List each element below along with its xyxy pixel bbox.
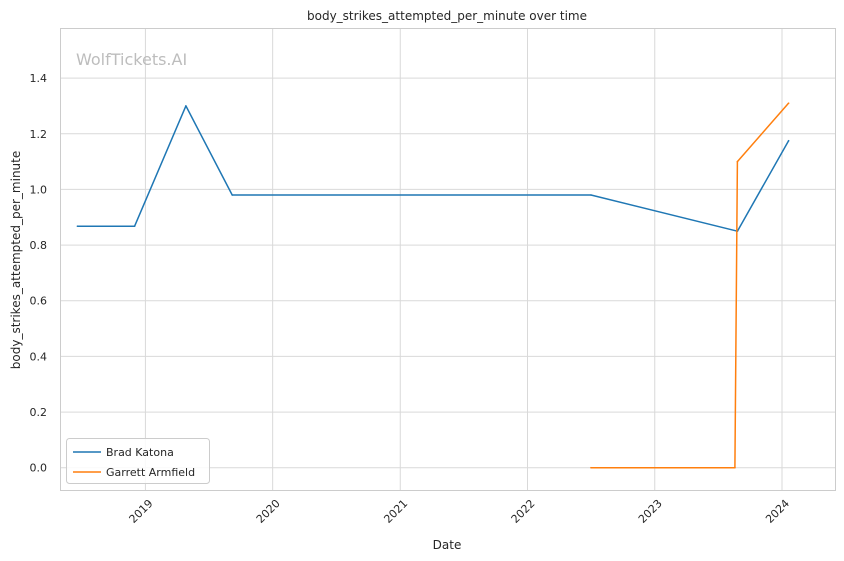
data-point-garrett-armfield — [787, 102, 790, 104]
grid — [60, 28, 835, 490]
series-layer — [76, 102, 790, 469]
y-axis-label: body_strikes_attempted_per_minute — [9, 151, 23, 369]
y-tick-label: 1.2 — [30, 128, 48, 141]
x-tick-label: 2021 — [381, 497, 410, 526]
legend-label-brad-katona: Brad Katona — [106, 446, 174, 459]
data-point-brad-katona — [185, 105, 187, 107]
y-tick-label: 0.4 — [30, 350, 48, 363]
data-point-brad-katona — [231, 194, 234, 196]
x-tick-label: 2024 — [763, 497, 792, 526]
legend-label-garrett-armfield: Garrett Armfield — [106, 466, 195, 479]
plot-frame — [60, 28, 836, 491]
series-line-garrett-armfield — [591, 102, 790, 469]
x-tick-label: 2020 — [254, 497, 283, 526]
watermark: WolfTickets.AI — [76, 50, 187, 69]
data-point-brad-katona — [76, 225, 79, 227]
legend: Brad Katona Garrett Armfield — [66, 438, 210, 484]
y-tick-label: 1.0 — [30, 183, 48, 196]
data-point-garrett-armfield — [736, 160, 739, 163]
data-point-brad-katona — [133, 225, 136, 227]
legend-box — [66, 438, 210, 484]
chart-title: body_strikes_attempted_per_minute over t… — [307, 9, 587, 23]
x-axis-label: Date — [433, 538, 462, 552]
x-tick-label: 2023 — [636, 497, 665, 526]
x-tick-label: 2022 — [509, 497, 538, 526]
data-point-brad-katona — [787, 139, 790, 142]
x-axis-ticks: 2019 2020 2021 2022 2023 2024 — [127, 497, 793, 526]
data-point-garrett-armfield — [734, 466, 736, 469]
y-tick-label: 0.0 — [30, 462, 48, 475]
y-tick-label: 0.6 — [30, 295, 48, 308]
x-tick-label: 2019 — [127, 497, 156, 526]
y-tick-label: 1.4 — [30, 72, 48, 85]
series-line-brad-katona — [77, 105, 790, 232]
y-tick-label: 0.8 — [30, 239, 48, 252]
y-tick-label: 0.2 — [30, 406, 48, 419]
y-axis-ticks: 0.0 0.2 0.4 0.6 0.8 1.0 1.2 1.4 — [30, 72, 48, 475]
data-point-garrett-armfield — [590, 466, 592, 469]
data-point-brad-katona — [590, 194, 592, 196]
